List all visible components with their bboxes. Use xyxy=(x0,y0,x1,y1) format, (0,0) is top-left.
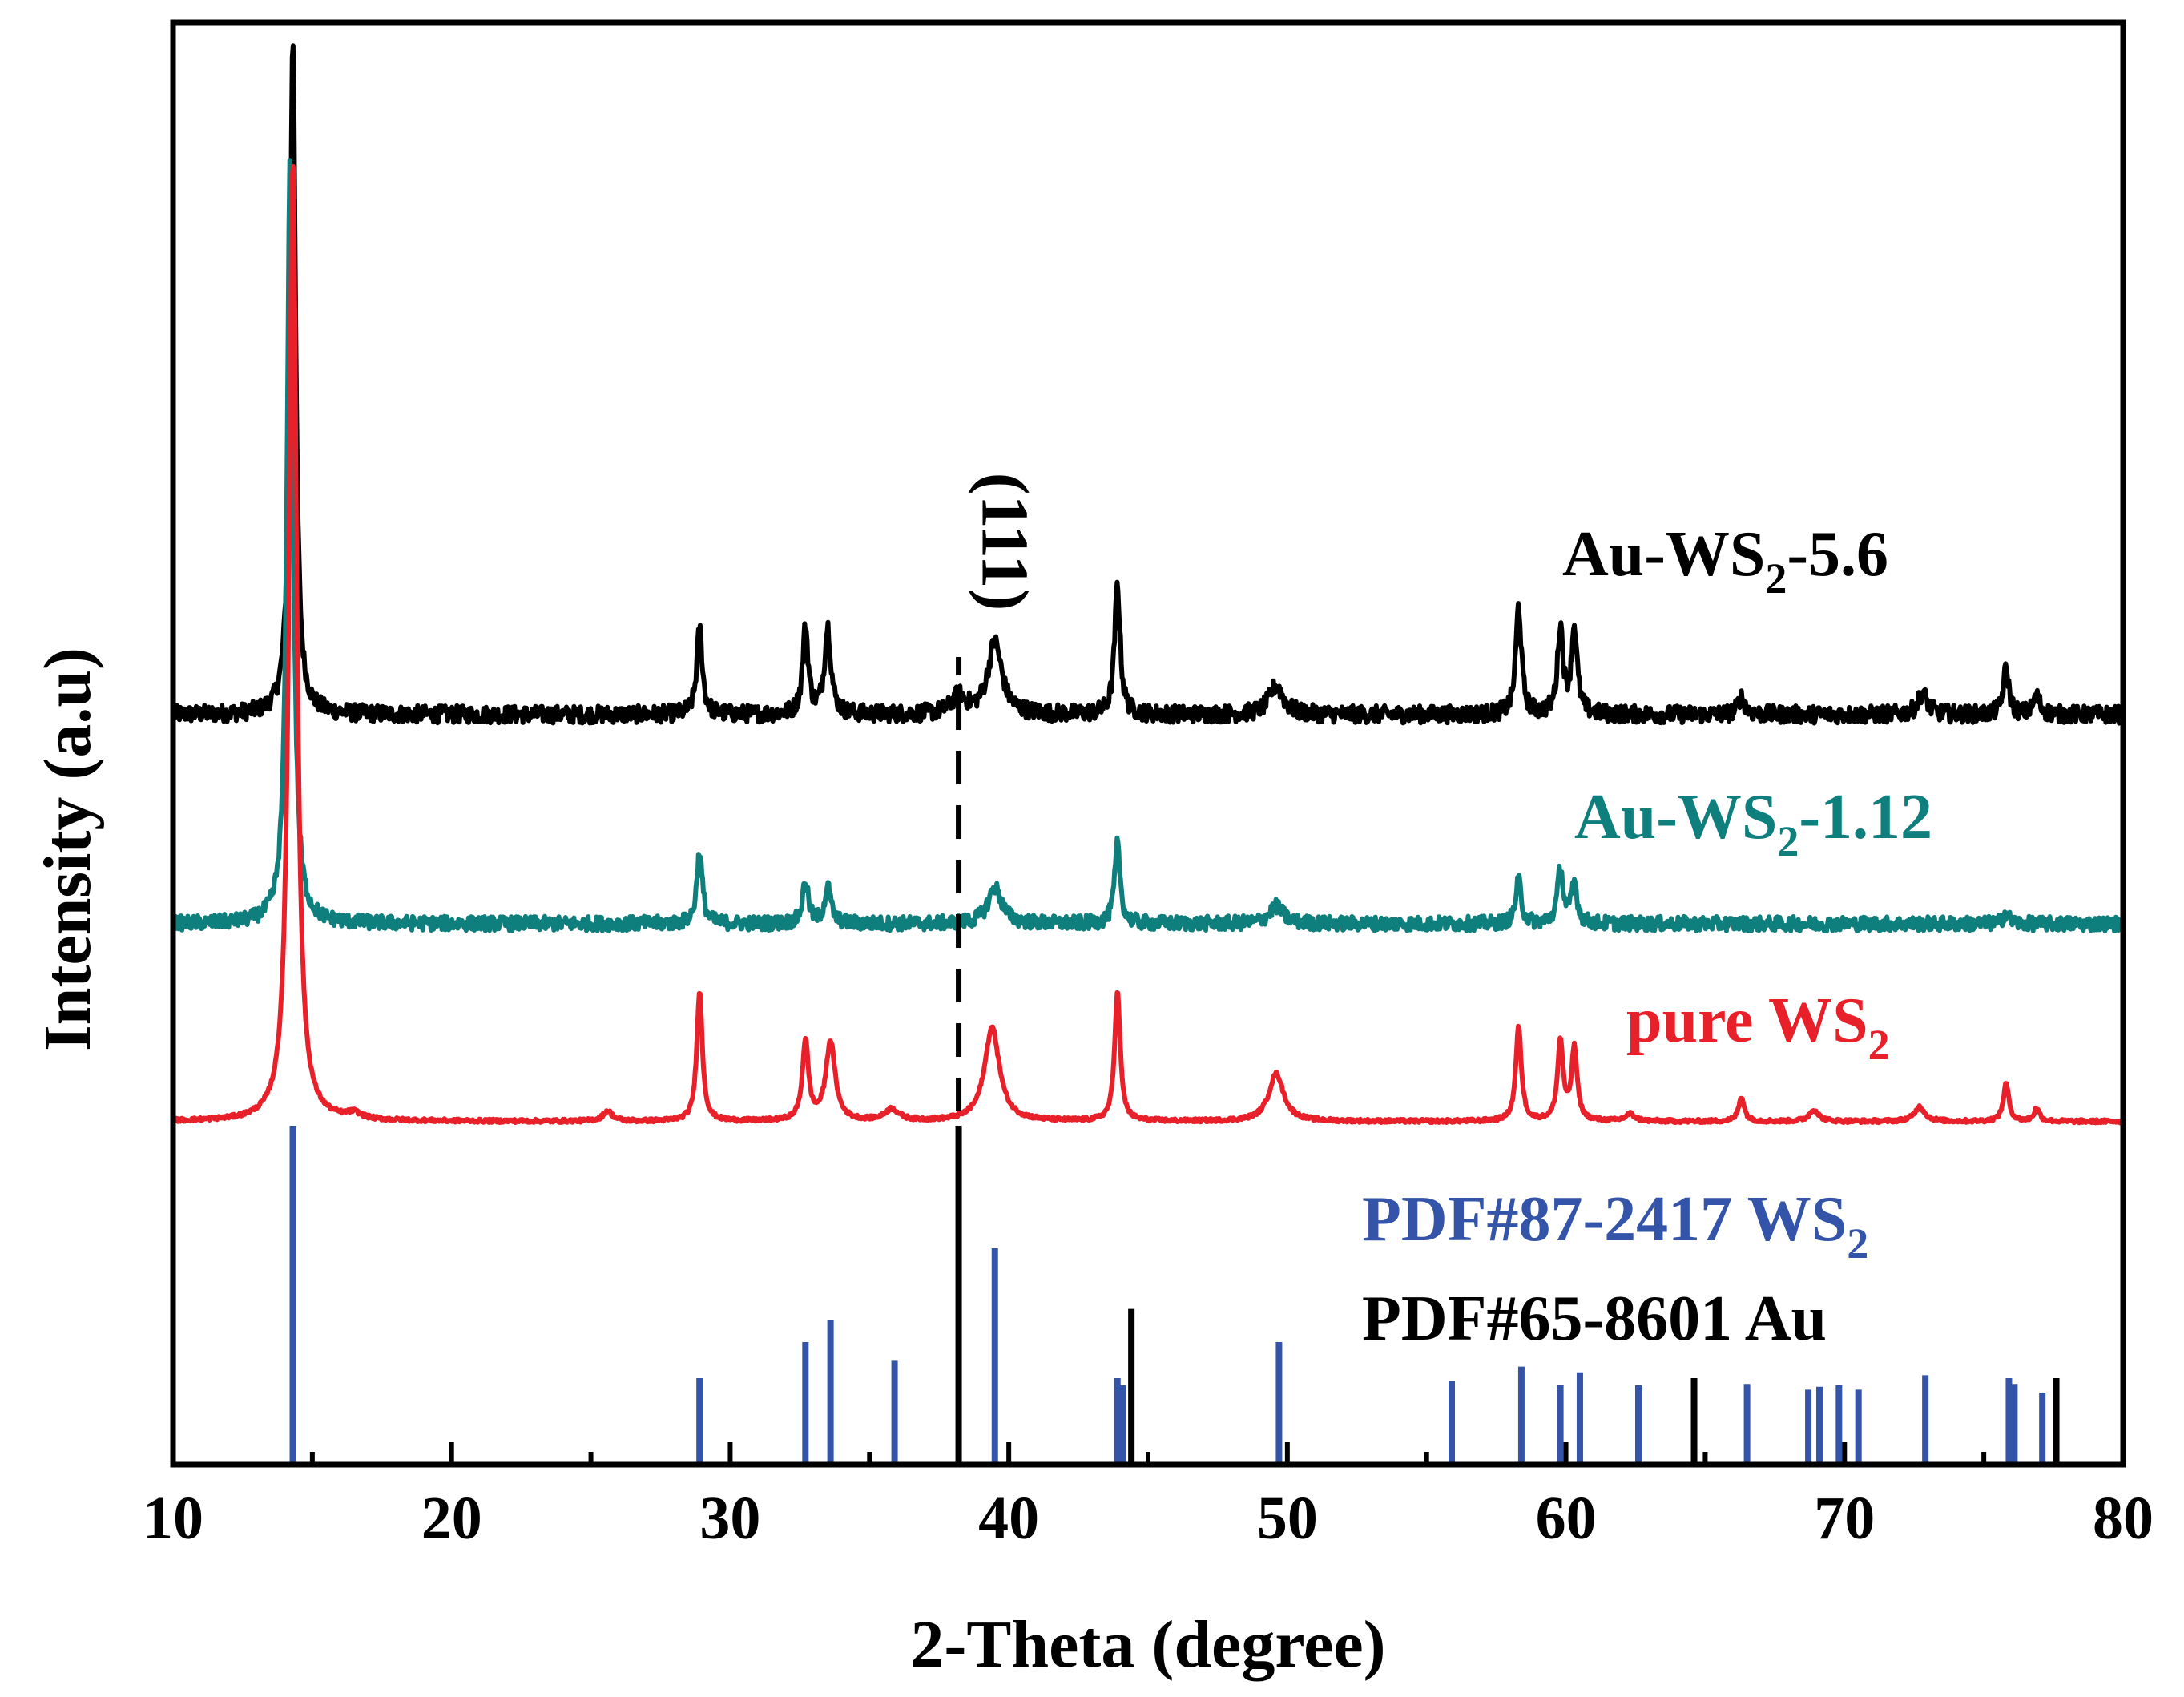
series-lines xyxy=(171,43,2125,1126)
x-tick-label-80: 80 xyxy=(2093,1485,2154,1552)
x-tick-label-50: 50 xyxy=(1257,1485,1318,1552)
series-line-1 xyxy=(171,43,2125,726)
x-tick-label-60: 60 xyxy=(1536,1485,1597,1552)
reference-lines xyxy=(289,1126,2060,1465)
series-line-3 xyxy=(172,163,2124,1126)
reference-label-1: PDF#87-2417 WS2 xyxy=(1362,1184,1868,1268)
x-tick-label-10: 10 xyxy=(143,1485,203,1552)
series-label-2: Au-WS2-1.12 xyxy=(1574,782,1932,865)
series-label-1: Au-WS2-5.6 xyxy=(1562,519,1888,603)
reference-label-2: PDF#65-8601 Au xyxy=(1362,1284,1827,1354)
x-tick-label-20: 20 xyxy=(421,1485,482,1552)
annotations: (111) xyxy=(956,473,1042,1111)
x-axis-label: 2-Theta (degree) xyxy=(910,1607,1385,1682)
x-tick-label-40: 40 xyxy=(978,1485,1039,1552)
x-tick-label-30: 30 xyxy=(699,1485,760,1552)
series-line-2 xyxy=(171,158,2125,933)
annotation-111-label: (111) xyxy=(968,473,1042,611)
series-labels: Au-WS2-5.6 Au-WS2-1.12 pure WS2 PDF#87-2417… xyxy=(1362,519,1932,1354)
x-axis-ticks: 10 20 30 40 50 60 70 80 xyxy=(143,1442,2154,1552)
series-label-3: pure WS2 xyxy=(1626,986,1890,1069)
x-tick-label-70: 70 xyxy=(1814,1485,1875,1552)
y-axis-label: Intensity (a.u) xyxy=(30,647,105,1051)
